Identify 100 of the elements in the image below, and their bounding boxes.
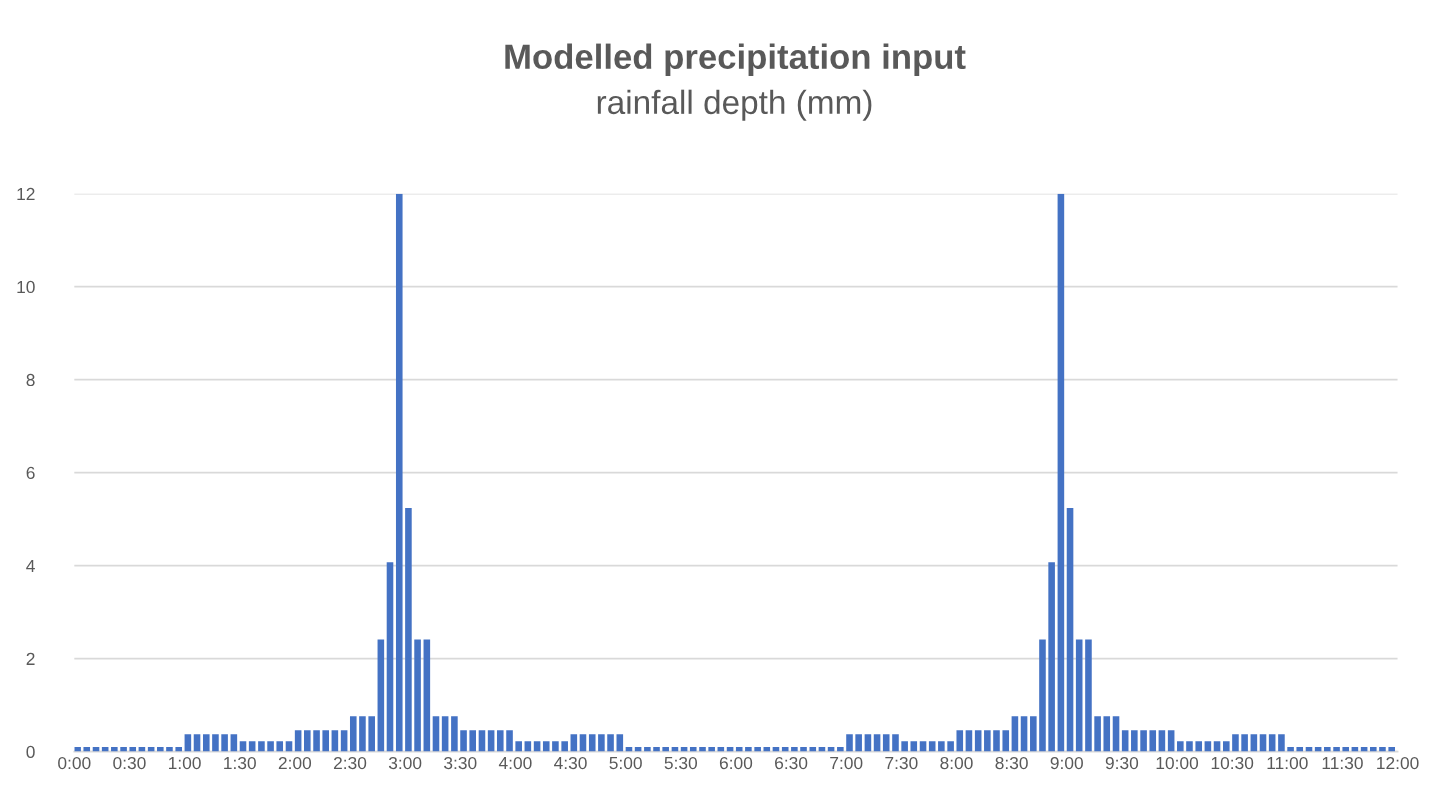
bar (202, 734, 210, 752)
bar (248, 741, 256, 752)
bar (837, 746, 844, 752)
bar (83, 746, 91, 752)
bar (1048, 562, 1055, 752)
bar (1268, 734, 1276, 752)
bar (781, 746, 789, 752)
bar (1195, 741, 1203, 752)
x-tick-label: 1:00 (169, 756, 201, 770)
x-tick-label: 1:30 (224, 756, 256, 770)
bar (1324, 746, 1331, 752)
chart-subtitle: rainfall depth (mm) (597, 89, 872, 121)
bar (754, 746, 761, 752)
bar (111, 746, 118, 752)
bar (699, 746, 706, 752)
bar (304, 730, 311, 752)
bar (1296, 746, 1304, 752)
bar (157, 746, 164, 752)
x-tick-label: 0:30 (113, 756, 146, 770)
bar (1103, 716, 1111, 752)
bar (441, 716, 449, 752)
y-tick-label: 6 (26, 466, 35, 480)
bar (588, 734, 596, 752)
bar (533, 741, 541, 752)
bar (901, 741, 908, 752)
y-tick-label: 0 (26, 745, 35, 759)
bar (1066, 507, 1074, 752)
bar (653, 746, 660, 752)
bar (864, 734, 872, 752)
bar (552, 741, 559, 752)
x-tick-label: 8:30 (995, 756, 1028, 770)
bar (193, 734, 201, 752)
bar (469, 730, 476, 752)
bar (423, 639, 431, 752)
bar (129, 746, 137, 752)
bar (910, 741, 918, 752)
bar (542, 741, 550, 752)
bar (809, 746, 817, 752)
x-tick-label: 7:30 (885, 756, 918, 770)
bar (1140, 730, 1147, 752)
bar (579, 734, 587, 752)
bar (616, 734, 624, 752)
x-tick-label: 2:00 (278, 756, 312, 770)
bar (524, 741, 532, 752)
bar (1223, 741, 1230, 752)
x-tick-label: 4:30 (554, 756, 587, 770)
bar (892, 734, 899, 752)
bar (1388, 746, 1395, 752)
bar (561, 741, 568, 752)
bar (607, 734, 614, 752)
bar (322, 730, 330, 752)
bar (570, 734, 578, 752)
bar (938, 741, 945, 752)
bar (735, 746, 743, 752)
bar (928, 741, 936, 752)
bar (1002, 730, 1010, 752)
bar (267, 741, 274, 752)
x-tick-label: 12:00 (1377, 756, 1419, 770)
bar (1112, 716, 1120, 752)
bar (1204, 741, 1212, 752)
x-tick-label: 9:30 (1105, 756, 1139, 770)
bar (258, 741, 265, 752)
bar (496, 730, 504, 752)
x-tick-label: 6:30 (775, 756, 808, 770)
bar (432, 716, 440, 752)
bar (846, 734, 853, 752)
bar (1250, 734, 1258, 752)
bar (1039, 639, 1046, 752)
bar (1369, 746, 1377, 752)
bar (506, 730, 513, 752)
bar (276, 741, 284, 752)
bar (882, 734, 890, 752)
x-tick-label: 0:00 (58, 756, 91, 770)
bar (175, 746, 183, 752)
bar (230, 734, 238, 752)
y-tick-label: 2 (26, 652, 35, 665)
bar (644, 746, 651, 752)
bar (395, 193, 403, 752)
x-tick-label: 11:00 (1267, 756, 1308, 770)
bar (1094, 716, 1101, 752)
x-tick-label: 11:30 (1322, 756, 1363, 770)
bar (405, 507, 412, 752)
x-tick-label: 9:00 (1050, 756, 1083, 770)
bar (1213, 741, 1221, 752)
bar (1186, 741, 1193, 752)
bar (368, 716, 375, 752)
bar (598, 734, 605, 752)
bar (166, 746, 173, 752)
bar (947, 741, 954, 752)
bar (212, 734, 219, 752)
bar (984, 730, 991, 752)
x-tick-label: 2:30 (333, 756, 367, 770)
bar (1379, 746, 1386, 752)
y-tick-label: 4 (26, 559, 35, 572)
bar (1075, 639, 1083, 752)
y-tick-label: 12 (17, 187, 35, 200)
bar (1232, 734, 1239, 752)
bar (377, 639, 385, 752)
bar (1342, 746, 1350, 752)
bar (1259, 734, 1267, 752)
